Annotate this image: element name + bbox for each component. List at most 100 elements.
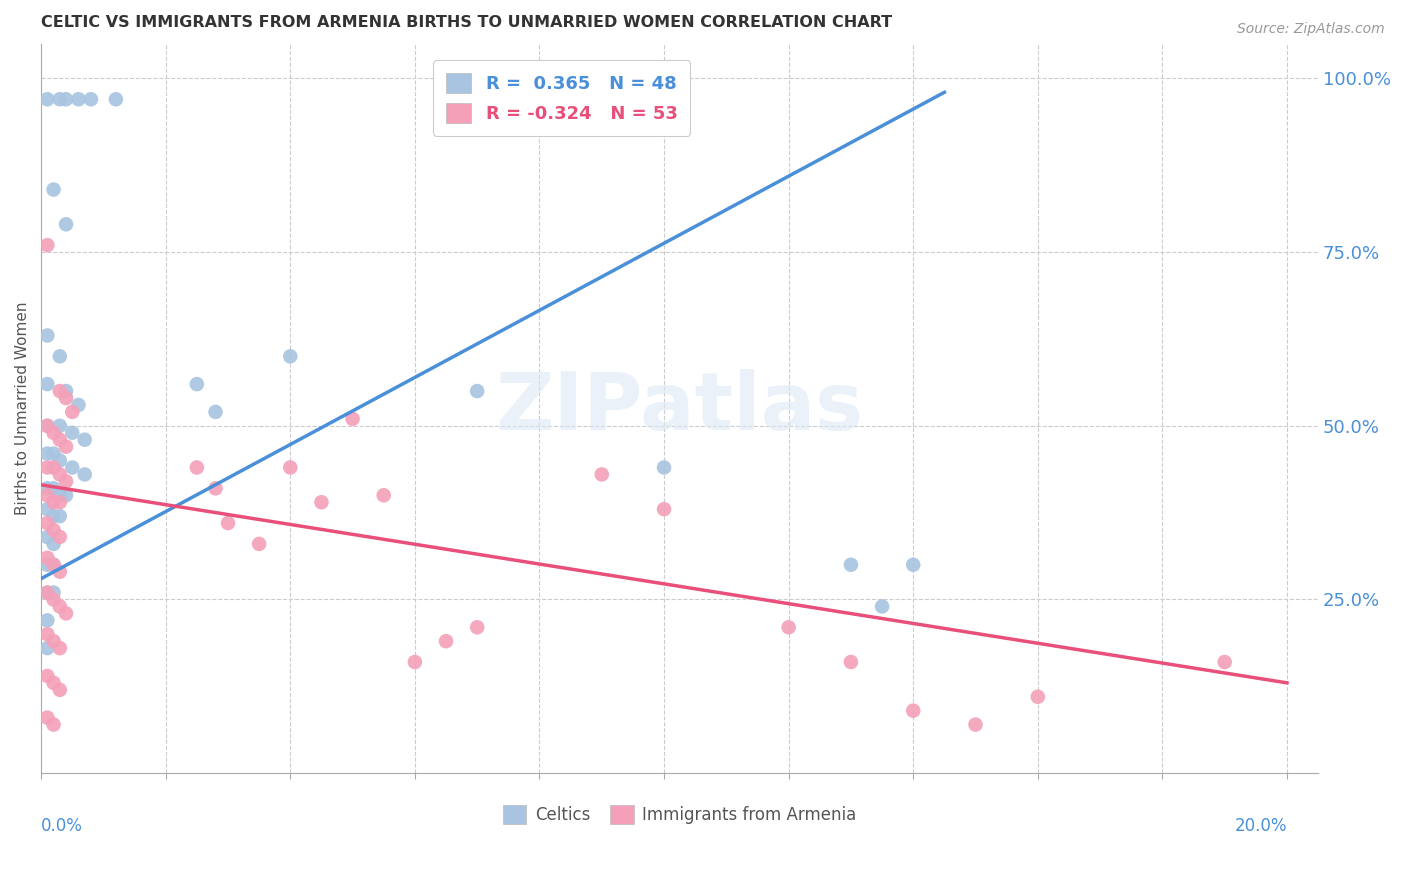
Point [37,516,59,530]
Text: 20.0%: 20.0% [1234,817,1286,835]
Point [49,530,72,544]
Point [37,488,59,502]
Text: CELTIC VS IMMIGRANTS FROM ARMENIA BIRTHS TO UNMARRIED WOMEN CORRELATION CHART: CELTIC VS IMMIGRANTS FROM ARMENIA BIRTHS… [41,15,893,30]
Point [37,558,59,572]
Point [903,558,925,572]
Point [42,447,65,461]
Point [204,481,226,495]
Text: Source: ZipAtlas.com: Source: ZipAtlas.com [1237,22,1385,37]
Point [55,391,77,405]
Point [903,704,925,718]
Point [465,620,488,634]
Point [311,495,333,509]
Point [839,558,862,572]
Point [49,349,72,363]
Point [278,460,301,475]
Point [73,467,96,482]
Point [49,682,72,697]
Point [37,585,59,599]
Point [55,607,77,621]
Point [42,676,65,690]
Point [37,641,59,656]
Point [67,398,90,412]
Point [965,717,987,731]
Point [37,460,59,475]
Point [434,634,457,648]
Point [55,488,77,502]
Point [778,620,800,634]
Point [247,537,270,551]
Text: 0.0%: 0.0% [41,817,83,835]
Point [49,92,72,106]
Point [60,460,83,475]
Point [49,509,72,524]
Point [42,183,65,197]
Point [49,641,72,656]
Point [49,384,72,398]
Text: ZIPatlas: ZIPatlas [495,369,863,448]
Point [186,377,208,392]
Point [42,481,65,495]
Point [73,433,96,447]
Point [1213,655,1236,669]
Point [278,349,301,363]
Point [37,502,59,516]
Point [49,495,72,509]
Point [652,502,675,516]
Point [67,92,90,106]
Point [42,558,65,572]
Point [49,488,72,502]
Point [49,418,72,433]
Point [37,447,59,461]
Point [217,516,239,530]
Point [42,523,65,537]
Point [342,412,364,426]
Point [42,425,65,440]
Point [37,530,59,544]
Point [42,558,65,572]
Point [37,710,59,724]
Point [80,92,103,106]
Point [204,405,226,419]
Point [55,217,77,231]
Point [42,509,65,524]
Point [49,565,72,579]
Point [42,495,65,509]
Point [37,418,59,433]
Point [1026,690,1049,704]
Point [37,627,59,641]
Point [37,92,59,106]
Point [37,550,59,565]
Point [55,440,77,454]
Point [37,377,59,392]
Point [839,655,862,669]
Point [373,488,395,502]
Point [37,418,59,433]
Point [186,460,208,475]
Point [49,599,72,614]
Point [55,384,77,398]
Y-axis label: Births to Unmarried Women: Births to Unmarried Women [15,301,30,516]
Point [49,453,72,467]
Point [49,467,72,482]
Point [37,669,59,683]
Point [42,460,65,475]
Point [60,405,83,419]
Point [60,425,83,440]
Point [42,717,65,731]
Point [49,433,72,447]
Point [37,585,59,599]
Point [42,585,65,599]
Point [42,634,65,648]
Point [104,92,127,106]
Point [42,592,65,607]
Point [37,328,59,343]
Point [465,384,488,398]
Point [870,599,893,614]
Point [37,613,59,627]
Point [37,238,59,252]
Legend: Celtics, Immigrants from Armenia: Celtics, Immigrants from Armenia [496,798,863,830]
Point [55,92,77,106]
Point [37,481,59,495]
Point [652,460,675,475]
